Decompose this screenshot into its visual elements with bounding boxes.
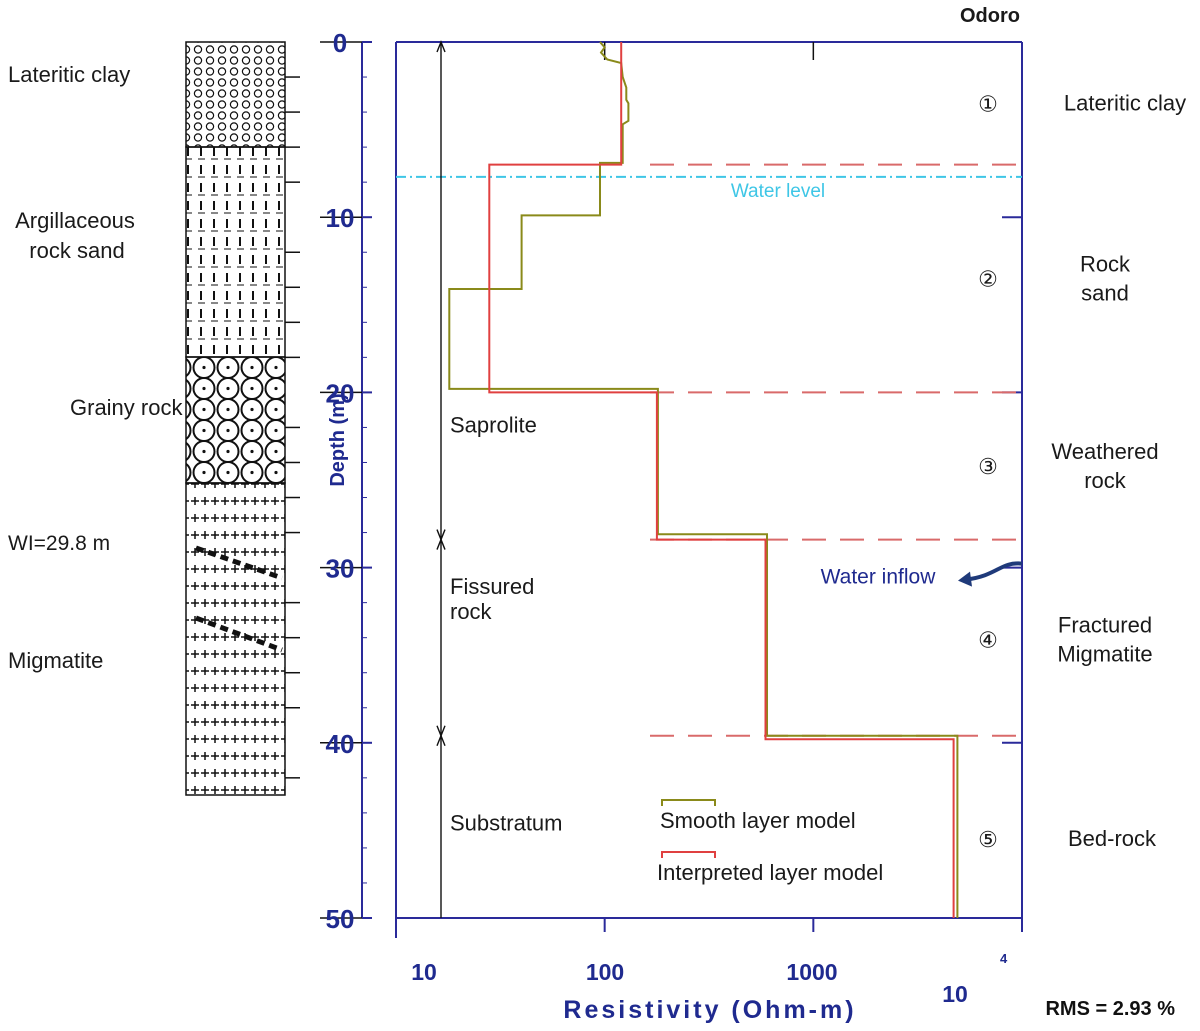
zone-label: Saprolite [450,413,537,438]
layer-number: ③ [978,454,998,479]
x-tick-label: 10 [942,981,968,1007]
y-tick-label: 50 [326,904,355,934]
zone-arrow-head [436,40,446,53]
chart-title: Odoro [960,5,1020,27]
lithology-unit [185,356,286,484]
legend-label: Smooth layer model [660,808,856,833]
legend-label: Interpreted layer model [657,860,883,885]
x-tick-label: 1000 [786,959,837,985]
water-level-label: Water level [731,181,825,202]
zone-arrow-head [436,733,446,747]
series-line-interpreted [488,42,955,918]
lithology-label: Grainy rock [70,395,183,420]
x-tick-exponent: 4 [1000,951,1008,966]
zone-label: Fissured rock [450,574,534,624]
layer-name: Lateritic clay [1064,90,1186,115]
legend-swatch [661,851,716,858]
water-inflow-arrow-icon [965,561,1023,582]
x-tick-label: 100 [586,959,624,985]
y-tick-label: 20 [326,378,355,408]
zone-arrow-head [436,537,446,550]
y-tick-label: 40 [326,729,355,759]
y-tick-label: 30 [326,554,355,584]
layer-name: Bed-rock [1068,826,1157,851]
fracture-line [195,545,283,581]
layer-name: Fractured Migmatite [1057,612,1152,666]
layer-number: ⑤ [978,827,998,852]
legend-swatch [661,799,716,806]
layer-number: ④ [978,627,998,652]
x-tick-label: 10 [411,959,437,985]
series-line-smooth [448,41,959,918]
layer-name: Weathered rock [1051,439,1158,493]
fracture-line [195,615,283,653]
layer-number: ② [978,267,998,292]
x-axis-label: Resistivity (Ohm-m) [563,996,856,1024]
lithology-label: Migmatite [8,648,103,673]
layer-name: Rock sand [1080,252,1131,306]
water-inflow-arrowhead-icon [958,571,972,587]
y-tick-label: 0 [333,28,347,58]
lithology-unit [185,41,286,148]
zone-label: Substratum [450,810,563,835]
y-tick-label: 10 [326,203,355,233]
wi-label: WI=29.8 m [8,532,110,555]
lithology-unit [185,482,286,796]
layer-number: ① [978,91,998,116]
y-axis-label: Depth (m) [327,393,349,486]
lithology-label: Lateritic clay [8,62,130,87]
lithology-unit [185,146,286,358]
water-inflow-label: Water inflow [821,566,937,589]
rms-label: RMS = 2.93 % [1045,998,1175,1020]
lithology-label: Argillaceous rock sand [15,208,135,263]
